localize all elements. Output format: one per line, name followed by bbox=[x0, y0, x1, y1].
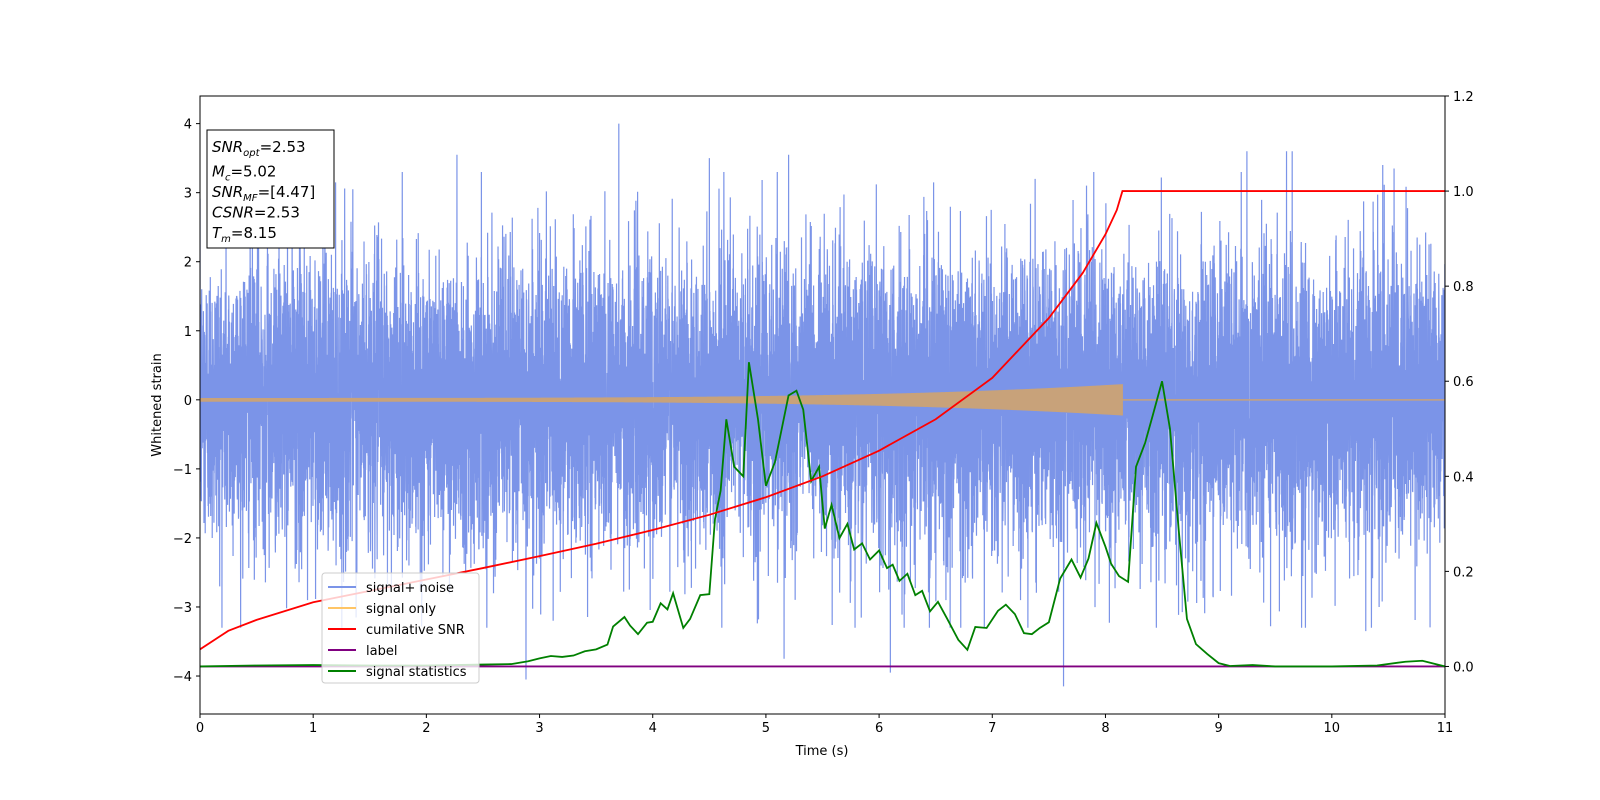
stats-line: SNRMF=[4.47] bbox=[212, 183, 315, 204]
y-right-tick-label: 0.6 bbox=[1453, 375, 1474, 390]
plot-frame bbox=[199, 95, 1446, 715]
legend-label: cumilative SNR bbox=[366, 623, 465, 638]
stats-line: SNRopt=2.53 bbox=[212, 138, 306, 159]
x-tick-label: 8 bbox=[1101, 721, 1109, 736]
stats-box-frame bbox=[206, 129, 335, 249]
y-left-tick-label: −4 bbox=[173, 670, 192, 685]
stats-line: CSNR=2.53 bbox=[212, 204, 300, 222]
x-tick-label: 4 bbox=[649, 721, 657, 736]
legend-frame bbox=[321, 572, 480, 684]
legend-label: label bbox=[366, 644, 397, 659]
y-right-tick-label: 0.2 bbox=[1453, 565, 1474, 580]
y-left-tick-label: 2 bbox=[184, 256, 192, 271]
y-right-tick-label: 0.8 bbox=[1453, 280, 1474, 295]
x-axis-label: Time (s) bbox=[795, 744, 849, 759]
x-tick-label: 9 bbox=[1214, 721, 1222, 736]
y-left-tick-label: 4 bbox=[184, 118, 192, 133]
axis-layer: 0 1 2 3 4 5 6 7 8 9 10 11 −4 −3 −2 −1 0 1 2 3 4 0.0 0.2 0.4 0.6 0… bbox=[173, 90, 1474, 736]
stats-line: Mc=5.02 bbox=[212, 163, 276, 184]
y-left-tick-label: 0 bbox=[184, 394, 192, 409]
legend: signal+ noise signal only cumilative SNR la… bbox=[321, 572, 480, 684]
x-tick-label: 7 bbox=[988, 721, 996, 736]
x-tick-label: 0 bbox=[196, 721, 204, 736]
y-right-tick-label: 0.4 bbox=[1453, 470, 1474, 485]
x-tick-label: 3 bbox=[535, 721, 543, 736]
x-tick-label: 5 bbox=[762, 721, 770, 736]
x-tick-label: 1 bbox=[309, 721, 317, 736]
y-left-tick-label: −3 bbox=[173, 601, 192, 616]
legend-label: signal only bbox=[366, 602, 436, 617]
y-axis-label: Whitened strain bbox=[150, 353, 165, 456]
x-tick-label: 11 bbox=[1437, 721, 1454, 736]
y-left-tick-label: 3 bbox=[184, 187, 192, 202]
x-tick-label: 10 bbox=[1324, 721, 1341, 736]
legend-label: signal statistics bbox=[366, 665, 467, 680]
x-tick-label: 2 bbox=[422, 721, 430, 736]
series-signal-statistics-line bbox=[200, 362, 1445, 668]
y-left-tick-label: −2 bbox=[173, 532, 192, 547]
y-right-tick-label: 1.2 bbox=[1453, 90, 1474, 105]
y-right-tick-label: 1.0 bbox=[1453, 185, 1474, 200]
y-right-tick-label: 0.0 bbox=[1453, 660, 1474, 675]
stats-line: Tm=8.15 bbox=[212, 224, 277, 245]
y-left-tick-label: −1 bbox=[173, 463, 192, 478]
legend-label: signal+ noise bbox=[366, 581, 454, 596]
x-tick-label: 6 bbox=[875, 721, 883, 736]
y-left-tick-label: 1 bbox=[184, 325, 192, 340]
